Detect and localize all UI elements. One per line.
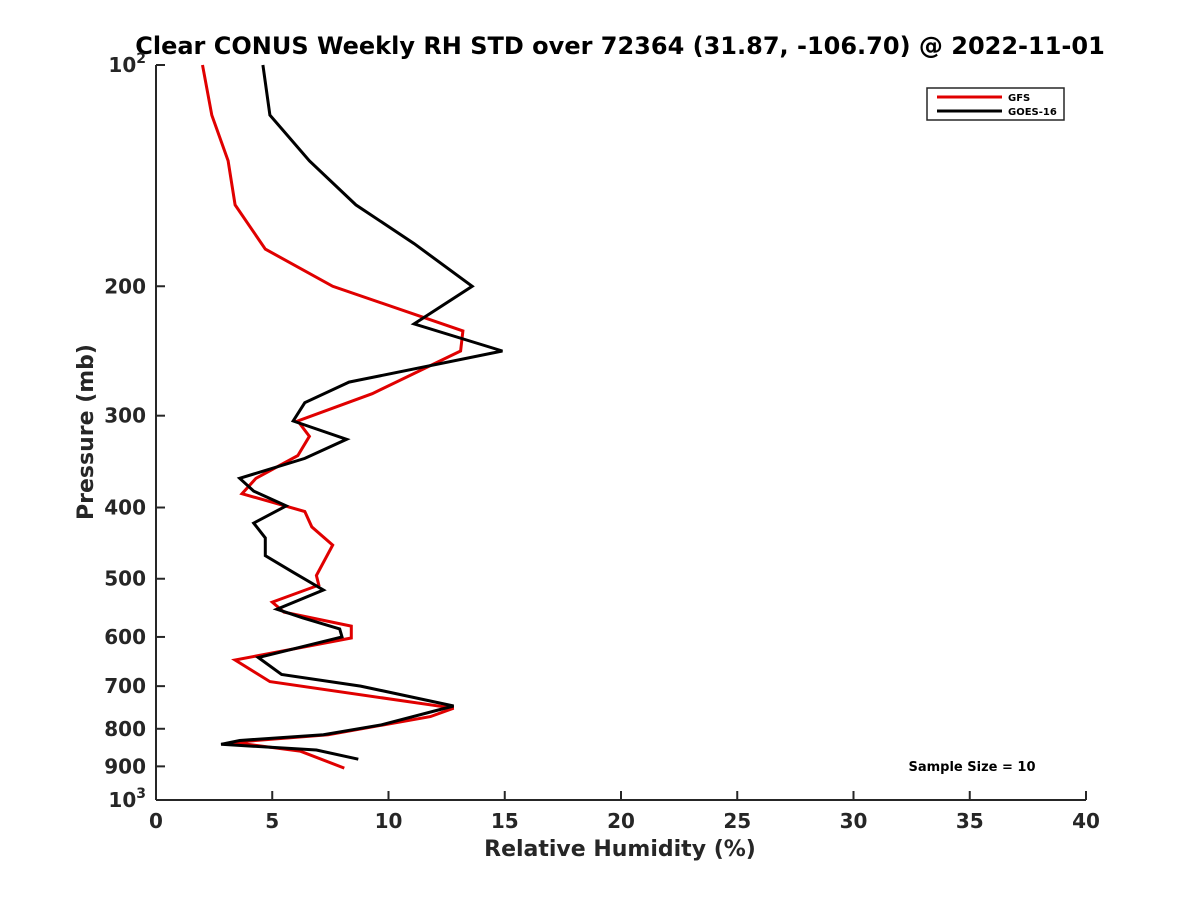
y-tick-label: 300 [104, 404, 146, 428]
chart-title: Clear CONUS Weekly RH STD over 72364 (31… [135, 32, 1105, 60]
y-tick-label: 700 [104, 674, 146, 698]
x-tick-label: 30 [840, 809, 868, 833]
y-tick-label: 900 [104, 754, 146, 778]
x-tick-label: 10 [375, 809, 403, 833]
y-tick-label: 500 [104, 567, 146, 591]
legend: GFS GOES-16 [926, 87, 1065, 121]
x-tick-label: 20 [607, 809, 635, 833]
plot-axes [155, 65, 1086, 801]
x-tick-label: 40 [1072, 809, 1100, 833]
y-axis-label: Pressure (mb) [74, 344, 99, 520]
y-tick-label: 200 [104, 274, 146, 298]
x-tick-label: 25 [723, 809, 751, 833]
y-tick-label: 800 [104, 717, 146, 741]
x-tick-label: 15 [491, 809, 519, 833]
series-line-gfs [201, 64, 465, 770]
series-line-goes-16 [220, 64, 503, 761]
x-tick-label: 0 [149, 809, 163, 833]
x-ticks: 0 5 10 15 20 25 30 35 40 [149, 791, 1100, 833]
y-ticks: 102 200 300 400 500 600 700 800 900 103 [104, 51, 165, 812]
series-layer [201, 64, 503, 770]
x-tick-label: 35 [956, 809, 984, 833]
y-tick-label: 103 [108, 786, 146, 812]
legend-label-goes: GOES-16 [1008, 107, 1057, 118]
x-axis-label: Relative Humidity (%) [484, 837, 756, 862]
legend-box [926, 87, 1065, 121]
y-tick-label: 400 [104, 496, 146, 520]
y-tick-label: 102 [108, 51, 146, 77]
sample-size-annotation: Sample Size = 10 [908, 760, 1035, 775]
legend-label-gfs: GFS [1008, 93, 1030, 104]
y-tick-label: 600 [104, 625, 146, 649]
x-tick-label: 5 [265, 809, 279, 833]
